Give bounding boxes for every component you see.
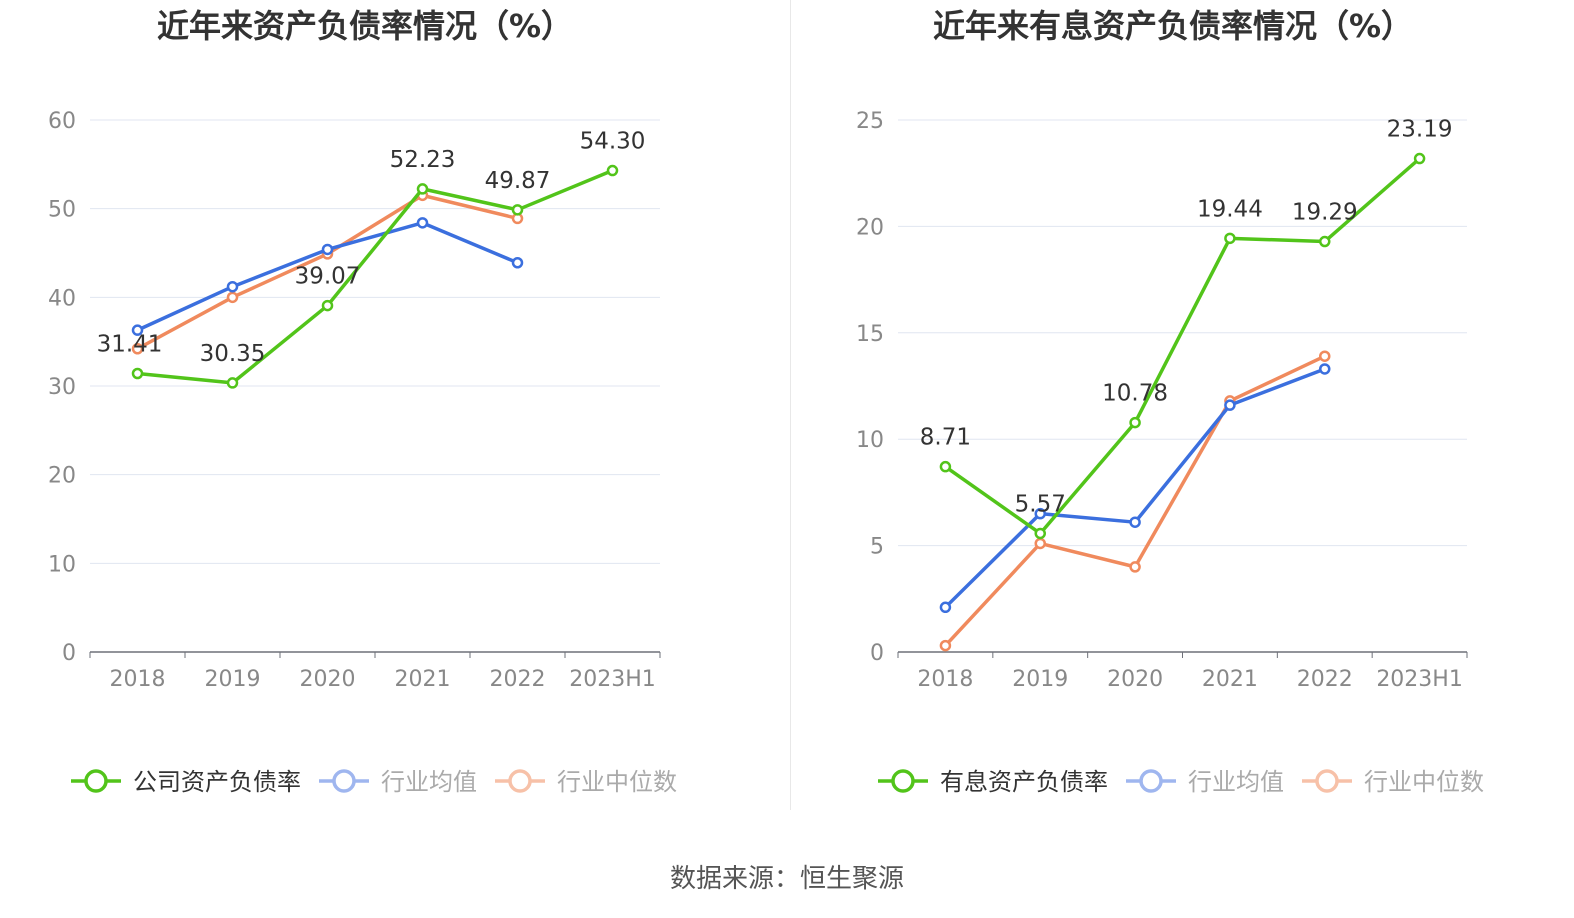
data-point: [1129, 561, 1141, 573]
panel-divider: [790, 0, 791, 810]
data-source-footer: 数据来源：恒生聚源: [669, 864, 904, 894]
legend-marker: [84, 769, 108, 793]
chart-title: 近年来有息资产负债率情况（%）: [933, 7, 1413, 45]
legend-label: 行业均值: [381, 768, 477, 796]
data-label: 19.29: [1292, 200, 1358, 226]
data-point: [1413, 152, 1426, 165]
x-tick-label: 2019: [205, 667, 261, 692]
data-point: [1034, 527, 1046, 540]
legend-item[interactable]: 行业均值: [319, 768, 477, 796]
data-point: [226, 291, 239, 304]
data-point: [1224, 399, 1236, 411]
legend-label: 公司资产负债率: [133, 768, 301, 796]
data-label: 19.44: [1197, 196, 1263, 222]
data-point: [1129, 516, 1141, 528]
data-point: [511, 204, 524, 216]
x-tick-label: 2022: [490, 667, 546, 692]
data-point: [1034, 507, 1046, 520]
data-point: [226, 280, 239, 293]
data-label: 39.07: [295, 264, 361, 290]
legend-marker: [1315, 769, 1339, 793]
data-point: [321, 243, 334, 256]
company-series-line: [944, 157, 1421, 536]
legend-marker: [891, 769, 915, 793]
legend-marker: [332, 769, 356, 793]
chart-title: 近年来资产负债率情况（%）: [157, 7, 573, 45]
y-tick-label: 30: [48, 375, 76, 400]
data-point: [1319, 350, 1331, 362]
y-tick-label: 60: [48, 109, 76, 134]
data-label: 31.41: [97, 331, 163, 357]
legend-label: 有息资产负债率: [940, 768, 1108, 796]
x-tick-label: 2020: [1107, 667, 1163, 692]
data-point: [1319, 363, 1331, 375]
data-point: [606, 164, 619, 177]
y-tick-label: 0: [870, 641, 884, 666]
legend-label: 行业中位数: [1364, 768, 1484, 796]
data-point: [1034, 537, 1046, 550]
data-point: [416, 183, 429, 195]
y-tick-label: 25: [856, 109, 884, 134]
data-point: [1129, 416, 1141, 429]
x-tick-label: 2018: [110, 667, 166, 692]
chart-interest-debt-ratio: 近年来有息资产负债率情况（%） 0 5 10 15 20 25 2018 2019 2020 202…: [856, 7, 1484, 796]
legend-label: 行业均值: [1188, 768, 1284, 796]
y-tick-label: 10: [856, 428, 884, 453]
data-point: [131, 367, 144, 380]
x-tick-label: 2018: [917, 667, 973, 692]
x-tick-label: 2020: [300, 667, 356, 692]
data-label: 10.78: [1102, 381, 1168, 407]
data-point: [939, 601, 952, 614]
data-point: [1224, 232, 1236, 245]
legend-item[interactable]: 行业中位数: [495, 768, 677, 796]
data-point: [511, 257, 524, 269]
chart-debt-ratio: 近年来资产负债率情况（%） 0 10 20 30 40 50 60 2018 2019 2020 20…: [48, 7, 677, 796]
y-tick-label: 20: [856, 215, 884, 240]
data-point: [939, 460, 952, 473]
legend-marker: [1139, 769, 1163, 793]
data-point: [416, 217, 429, 229]
data-label: 8.71: [920, 425, 971, 451]
y-tick-label: 0: [62, 641, 76, 666]
data-label: 49.87: [485, 168, 551, 194]
data-label: 30.35: [200, 341, 266, 367]
legend-item[interactable]: 有息资产负债率: [878, 768, 1108, 796]
y-tick-label: 20: [48, 464, 76, 489]
data-point: [939, 639, 952, 652]
y-tick-label: 40: [48, 286, 76, 311]
data-point: [226, 377, 239, 389]
x-tick-label: 2021: [395, 667, 451, 692]
y-tick-label: 5: [870, 535, 884, 560]
y-tick-label: 50: [48, 198, 76, 223]
y-tick-label: 15: [856, 322, 884, 347]
data-point: [131, 343, 144, 355]
legend-item[interactable]: 行业均值: [1126, 768, 1284, 796]
x-tick-label: 2023H1: [569, 667, 656, 692]
data-point: [1319, 235, 1331, 248]
legend-item[interactable]: 行业中位数: [1302, 768, 1484, 796]
y-tick-label: 10: [48, 552, 76, 577]
company-series-line: [137, 168, 614, 385]
x-tick-label: 2022: [1297, 667, 1353, 692]
legend-item[interactable]: 公司资产负债率: [71, 768, 301, 796]
legend-label: 行业中位数: [557, 768, 677, 796]
x-tick-label: 2019: [1012, 667, 1068, 692]
data-label: 5.57: [1015, 491, 1066, 517]
x-tick-label: 2023H1: [1376, 667, 1463, 692]
data-point: [131, 324, 144, 336]
legend-marker: [508, 769, 532, 793]
data-label: 23.19: [1387, 117, 1453, 143]
data-point: [321, 299, 334, 312]
x-tick-label: 2021: [1202, 667, 1258, 692]
data-label: 52.23: [390, 147, 456, 173]
data-label: 54.30: [580, 129, 646, 155]
